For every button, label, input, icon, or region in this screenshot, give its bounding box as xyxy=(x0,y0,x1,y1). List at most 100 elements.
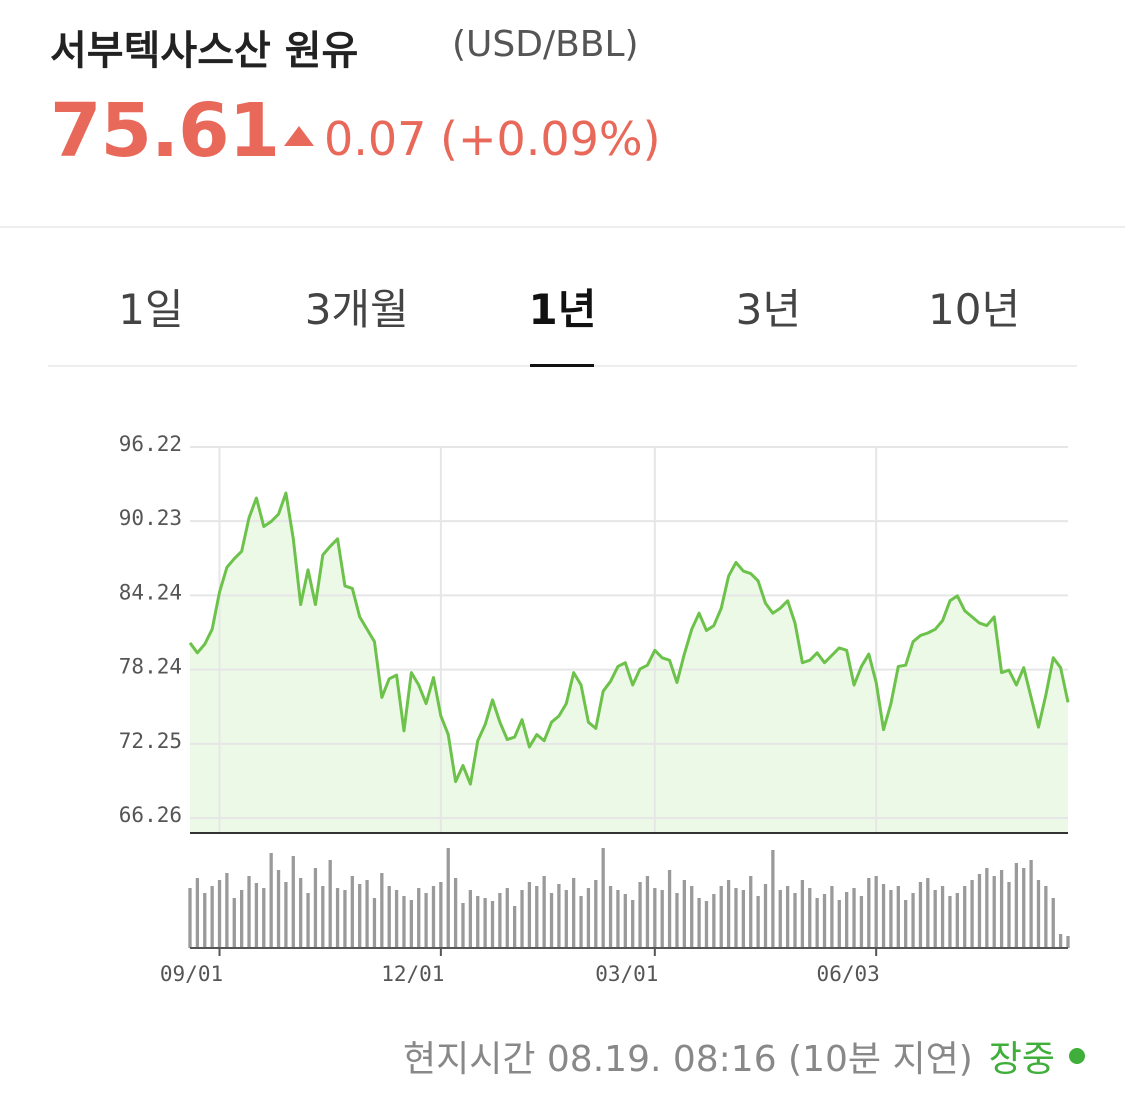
volume-bar xyxy=(918,882,923,948)
volume-bar xyxy=(704,901,709,948)
divider xyxy=(0,226,1125,228)
volume-bar xyxy=(726,880,731,948)
volume-bar xyxy=(306,893,310,948)
volume-bar xyxy=(667,870,672,948)
y-tick-label: 78.24 xyxy=(119,655,182,679)
volume-bar xyxy=(1044,886,1048,948)
volume-bar xyxy=(490,901,495,948)
volume-bar xyxy=(299,878,303,948)
volume-bar xyxy=(217,880,222,948)
tab[interactable]: 3년 xyxy=(735,285,801,334)
volume-bar xyxy=(778,890,782,948)
volume-bar xyxy=(439,882,443,948)
volume-bar xyxy=(512,906,517,948)
volume-bar xyxy=(343,890,347,948)
volume-bar xyxy=(461,903,465,948)
volume-bar xyxy=(328,860,332,948)
volume-bar xyxy=(756,896,760,948)
volume-bar xyxy=(793,893,797,948)
volume-bar xyxy=(505,888,509,948)
volume-bar xyxy=(1022,868,1026,948)
tab[interactable]: 1일 xyxy=(118,285,184,334)
area xyxy=(190,493,1068,833)
volume-bar xyxy=(977,874,982,948)
volume-bar xyxy=(904,900,908,948)
volume-bar xyxy=(380,873,384,948)
volume-bar xyxy=(616,890,620,948)
volume-bar xyxy=(697,898,701,948)
volume-bar xyxy=(586,888,591,948)
volume-bar xyxy=(350,876,354,948)
volume-bar xyxy=(992,876,996,948)
y-tick-label: 72.25 xyxy=(119,729,182,753)
volume-bar xyxy=(653,888,657,948)
volume-bar xyxy=(527,882,532,948)
chart: 96.22 90.23 84.24 78.24 72.25 66.26 09/01 12/01… xyxy=(119,432,1070,986)
volume-bar xyxy=(911,893,915,948)
volume-bar xyxy=(741,890,746,948)
volume-bar xyxy=(210,886,214,948)
x-tick-label: 12/01 xyxy=(381,962,444,986)
volume-bar xyxy=(1051,898,1055,948)
volume-bar xyxy=(749,876,753,948)
volume-bar xyxy=(845,892,849,948)
volume-bar xyxy=(335,888,340,948)
volume-bar xyxy=(623,894,627,948)
period-tabs: 1일 3개월 1년 3년 10년 xyxy=(48,270,1077,367)
unit: (USD/BBL) xyxy=(452,24,639,65)
volume-bar xyxy=(999,870,1004,948)
volume-bar xyxy=(313,868,318,948)
volume-bar xyxy=(195,878,200,948)
volume-bar xyxy=(660,890,664,948)
volume-bar xyxy=(572,878,576,948)
market-status: 장중 xyxy=(988,1039,1055,1080)
volume-bar xyxy=(358,884,362,948)
volume-bar xyxy=(963,886,967,948)
volume-bar xyxy=(372,898,377,948)
volume-bar xyxy=(638,882,642,948)
volume-bar xyxy=(394,890,399,948)
footer: 현지시간 08.19. 08:16 (10분 지연) 장중 xyxy=(403,1030,1085,1082)
volume-bar xyxy=(896,886,900,948)
volume-bar xyxy=(631,900,635,948)
volume-bar xyxy=(852,888,856,948)
volume-bar xyxy=(557,884,561,948)
volume-bar xyxy=(453,878,458,948)
volume-bar xyxy=(232,898,236,948)
title: 서부텍사스산 원유 xyxy=(50,28,359,74)
volume-bar xyxy=(365,880,369,948)
volume-bar xyxy=(483,898,487,948)
x-tick-label: 09/01 xyxy=(160,962,223,986)
volume-bar xyxy=(881,884,886,948)
volume-bar xyxy=(468,890,473,948)
volume-bar xyxy=(203,893,207,948)
tab[interactable]: 1년 xyxy=(460,270,666,367)
tab[interactable]: 10년 xyxy=(928,285,1021,334)
volume-bar xyxy=(1036,880,1041,948)
volume-bar xyxy=(785,886,790,948)
volume-bar xyxy=(771,850,775,948)
tab[interactable]: 3개월 xyxy=(304,285,409,334)
volume-bar xyxy=(763,884,768,948)
y-tick-label: 96.22 xyxy=(119,432,182,456)
status-dot xyxy=(1069,1048,1085,1064)
volume-bar xyxy=(579,896,583,948)
volume-bar xyxy=(859,896,864,948)
volume-bar xyxy=(815,898,819,948)
volume-bar xyxy=(830,886,834,948)
volume-bar xyxy=(431,886,436,948)
volume-bar xyxy=(240,890,244,948)
volume-bar xyxy=(564,890,568,948)
volume-bar xyxy=(402,896,406,948)
price-line xyxy=(188,491,1070,786)
volume-bar xyxy=(409,900,413,948)
volume-bar xyxy=(446,848,450,948)
volume-bar xyxy=(970,880,974,948)
volume-bar xyxy=(608,886,613,948)
volume-bar xyxy=(837,900,841,948)
volume-bar xyxy=(284,882,288,948)
y-tick-label: 66.26 xyxy=(119,803,182,827)
volume-bar xyxy=(1014,863,1018,948)
